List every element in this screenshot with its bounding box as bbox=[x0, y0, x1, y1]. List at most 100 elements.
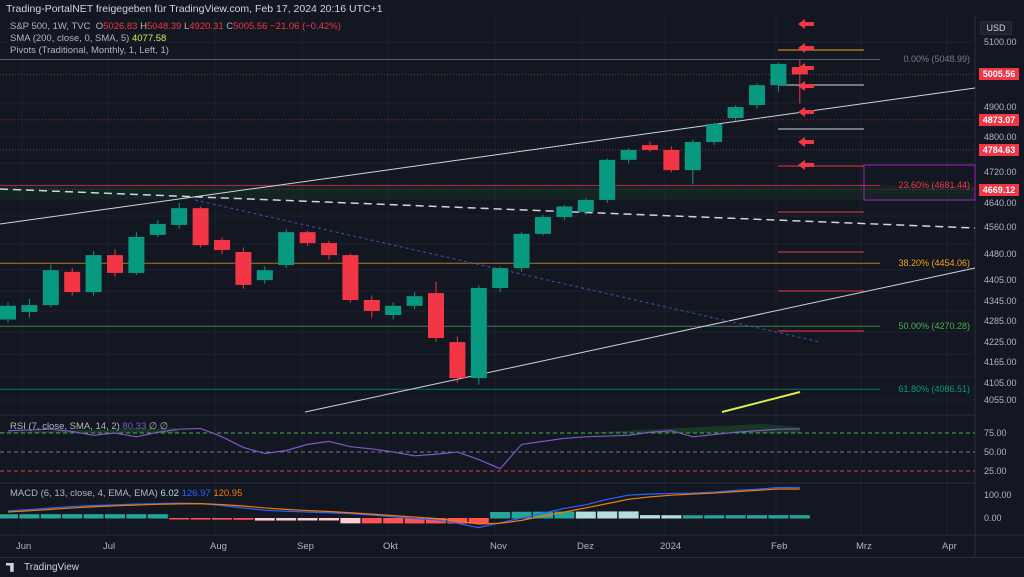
macd-histogram-bar bbox=[105, 514, 125, 519]
pivots-legend[interactable]: Pivots (Traditional, Monthly, 1, Left, 1… bbox=[10, 45, 169, 56]
price-axis-label: 4480.00 bbox=[984, 249, 1017, 260]
time-label: Dez bbox=[577, 541, 594, 552]
price-axis-label: 5100.00 bbox=[984, 37, 1017, 47]
price-axis-label: 4225.00 bbox=[984, 336, 1017, 347]
price-axis-label: 4165.00 bbox=[984, 357, 1017, 368]
fib-label: 50.00% (4270.28) bbox=[898, 321, 970, 332]
rsi-value: 80.33 bbox=[122, 421, 147, 432]
macd-histogram-bar bbox=[640, 515, 660, 519]
time-label: Sep bbox=[297, 541, 314, 552]
macd-histogram-bar bbox=[319, 518, 339, 521]
macd-histogram-bar bbox=[19, 514, 40, 519]
trendline-lower bbox=[304, 267, 976, 413]
time-label: Jun bbox=[16, 541, 32, 552]
fib-label: 0.00% (5048.99) bbox=[903, 54, 970, 65]
price-axis-label: 4640.00 bbox=[984, 197, 1017, 208]
macd-histogram-bar bbox=[768, 515, 789, 519]
candle-body bbox=[256, 270, 273, 281]
macd-line-value: 126.97 bbox=[181, 488, 211, 499]
trendline-upper bbox=[0, 87, 976, 225]
macd-histogram-bar bbox=[383, 518, 404, 524]
time-label: Okt bbox=[383, 541, 398, 552]
price-axis-label: 4105.00 bbox=[984, 377, 1017, 388]
open-value: 5026.83 bbox=[103, 21, 138, 32]
macd-histogram-bar bbox=[404, 518, 425, 524]
close-label: C bbox=[226, 21, 234, 32]
candle-body bbox=[0, 305, 16, 320]
macd-label: MACD (6, 13, close, 4, EMA, EMA) bbox=[10, 488, 158, 499]
macd-histogram-bar bbox=[40, 514, 61, 519]
macd-histogram-bar bbox=[725, 515, 746, 519]
candle-body bbox=[663, 149, 680, 171]
arrow-left-icon bbox=[798, 137, 814, 147]
macd-histogram-bar bbox=[597, 511, 618, 519]
macd-histogram-bar bbox=[511, 511, 532, 519]
close-value: 5005.56 bbox=[233, 21, 268, 32]
macd-histogram-bar bbox=[468, 518, 489, 524]
rsi-overbought-fill bbox=[0, 428, 180, 433]
rsi-label: RSI (7, close, SMA, 14, 2) bbox=[10, 421, 120, 432]
candle-body bbox=[406, 296, 423, 306]
macd-axis-0: 0.00 bbox=[984, 513, 1002, 523]
rsi-overbought-fill bbox=[600, 424, 800, 433]
macd-histogram-bar bbox=[533, 511, 553, 519]
highlight-box bbox=[863, 164, 976, 201]
macd-histogram-bar bbox=[212, 518, 232, 520]
candle-body bbox=[599, 159, 616, 200]
fib-label: 23.60% (4681.44) bbox=[898, 180, 970, 191]
candle-body bbox=[770, 63, 787, 86]
time-label: Feb bbox=[771, 541, 788, 552]
candle-body bbox=[791, 67, 808, 75]
rsi-legend[interactable]: RSI (7, close, SMA, 14, 2) 80.33 ∅ ∅ bbox=[10, 421, 168, 432]
candle-body bbox=[749, 85, 765, 106]
grid bbox=[0, 16, 1024, 557]
macd-histogram-bar bbox=[575, 511, 596, 519]
arrow-left-icon bbox=[798, 107, 814, 117]
arrow-left-icon bbox=[798, 81, 814, 91]
macd-histogram-bar bbox=[233, 518, 254, 520]
candle-body bbox=[684, 142, 701, 171]
fib-zone bbox=[0, 185, 975, 200]
footer-brand[interactable]: TradingView bbox=[24, 562, 80, 573]
candle-body bbox=[642, 145, 658, 150]
price-axis-label: 4285.00 bbox=[984, 316, 1017, 327]
candle-body bbox=[535, 217, 551, 234]
candle-body bbox=[171, 208, 188, 225]
macd-histogram-bar bbox=[276, 518, 297, 521]
price-axis-label: 4560.00 bbox=[984, 222, 1017, 232]
price-tag: 4873.07 bbox=[979, 113, 1019, 126]
macd-histogram-bar bbox=[789, 515, 810, 519]
sma-value: 4077.58 bbox=[131, 33, 167, 44]
macd-histogram-bar bbox=[340, 518, 361, 524]
arrow-left-icon bbox=[798, 43, 814, 53]
macd-histogram-bar bbox=[126, 514, 147, 519]
price-axis-label: 4345.00 bbox=[984, 295, 1017, 306]
macd-histogram-bar bbox=[83, 514, 104, 519]
rsi-pane bbox=[0, 424, 975, 472]
currency-button[interactable]: USD bbox=[980, 21, 1012, 35]
price-axis-label: 4800.00 bbox=[984, 132, 1017, 143]
candle-body bbox=[556, 206, 573, 218]
candle-body bbox=[513, 233, 530, 269]
price-axis-label: 4055.00 bbox=[984, 395, 1017, 406]
candle-body bbox=[492, 268, 509, 288]
macd-axis-100: 100.00 bbox=[984, 490, 1012, 500]
sma-legend[interactable]: SMA (200, close, 0, SMA, 5) 4077.58 bbox=[10, 33, 166, 44]
candle-body bbox=[577, 199, 594, 212]
price-axis-label: 4720.00 bbox=[984, 167, 1017, 178]
price-axis-label: 4405.00 bbox=[984, 275, 1017, 286]
macd-histogram-bar bbox=[747, 515, 767, 519]
candle-body bbox=[192, 208, 209, 246]
tradingview-logo-icon bbox=[6, 562, 14, 572]
macd-histogram-bar bbox=[618, 511, 639, 519]
candle-body bbox=[278, 232, 295, 266]
symbol-legend[interactable]: S&P 500, 1W, TVC O5026.83 H5048.39 L4920… bbox=[10, 21, 341, 32]
candle-body bbox=[449, 342, 466, 379]
candles bbox=[0, 59, 808, 385]
macd-histogram-bar bbox=[169, 518, 190, 520]
macd-histogram-bar bbox=[426, 518, 446, 524]
candle-body bbox=[727, 107, 744, 119]
macd-legend[interactable]: MACD (6, 13, close, 4, EMA, EMA) 6.02 12… bbox=[10, 488, 242, 499]
macd-signal-line bbox=[7, 488, 800, 525]
